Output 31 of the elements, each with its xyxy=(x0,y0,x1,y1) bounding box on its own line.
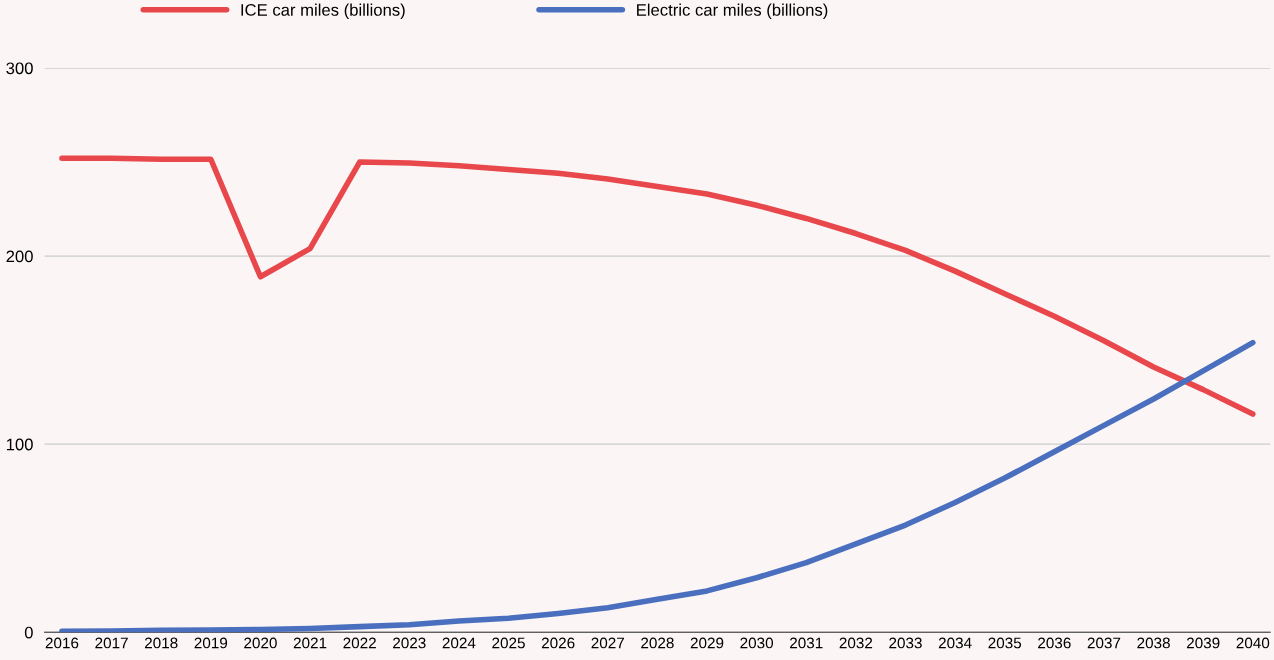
x-tick-label: 2026 xyxy=(541,637,575,649)
x-tick-label: 2024 xyxy=(442,637,476,649)
y-tick-label: 0 xyxy=(24,626,33,639)
x-tick-label: 2017 xyxy=(95,637,128,649)
x-tick-label: 2034 xyxy=(938,637,972,649)
x-tick-label: 2020 xyxy=(244,637,277,649)
x-tick-label: 2035 xyxy=(988,637,1022,649)
y-tick-label: 200 xyxy=(6,250,33,263)
x-tick-label: 2040 xyxy=(1236,637,1270,649)
x-tick-label: 2023 xyxy=(393,637,426,649)
x-tick-label: 2016 xyxy=(45,637,79,649)
x-tick-label: 2030 xyxy=(740,637,774,649)
x-tick-label: 2038 xyxy=(1137,637,1170,649)
x-tick-label: 2029 xyxy=(690,637,724,649)
x-tick-label: 2033 xyxy=(889,637,922,649)
x-tick-label: 2028 xyxy=(641,637,674,649)
x-tick-label: 2032 xyxy=(839,637,873,649)
x-tick-label: 2018 xyxy=(144,637,178,649)
legend-label: ICE car miles (billions) xyxy=(241,3,405,20)
x-tick-label: 2037 xyxy=(1087,637,1121,649)
x-tick-label: 2031 xyxy=(790,637,823,649)
x-tick-label: 2025 xyxy=(492,637,525,649)
x-tick-label: 2022 xyxy=(343,637,376,649)
legend-label: Electric car miles (billions) xyxy=(637,3,828,20)
x-tick-label: 2019 xyxy=(194,637,228,649)
y-tick-label: 300 xyxy=(6,62,33,75)
y-tick-label: 100 xyxy=(6,438,33,451)
x-tick-label: 2039 xyxy=(1186,637,1220,649)
x-tick-label: 2036 xyxy=(1038,637,1071,649)
x-tick-label: 2021 xyxy=(293,637,327,649)
x-tick-label: 2027 xyxy=(591,637,624,649)
